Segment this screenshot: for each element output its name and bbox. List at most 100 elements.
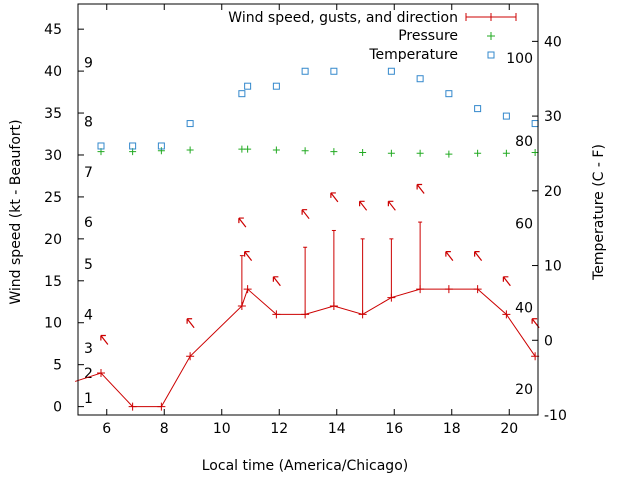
y-left-tick-label: 10: [44, 316, 62, 332]
y-right-tick-label: -10: [544, 408, 567, 424]
wind-direction-arrow: [387, 200, 396, 211]
fahrenheit-label: 20: [515, 382, 533, 398]
temperature-point: [502, 112, 510, 120]
plot-border: [77, 3, 539, 416]
legend-label-wind: Wind speed, gusts, and direction: [228, 10, 458, 26]
wind-speed-point: [157, 402, 166, 411]
pressure-point: [502, 149, 510, 157]
y-right-tick-label: 20: [544, 184, 562, 200]
wind-direction-arrow: [474, 251, 483, 262]
pressure-point: [416, 149, 424, 157]
wind-speed-point: [502, 310, 511, 319]
wind-direction-arrow: [330, 192, 339, 203]
wind-direction-arrow: [445, 251, 454, 262]
y-left-tick-label: 45: [44, 22, 62, 38]
y-right-tick-label: 0: [544, 333, 553, 349]
beaufort-label: 1: [84, 391, 93, 407]
pressure-point: [244, 145, 252, 153]
pressure-point: [387, 149, 395, 157]
pressure-point: [186, 146, 194, 154]
x-tick-label: 12: [270, 421, 288, 437]
axis-label-layer: Local time (America/Chicago) Wind speed …: [8, 119, 607, 474]
x-tick-label: 16: [385, 421, 403, 437]
pressure-point: [531, 148, 539, 156]
wind-direction-arrow: [238, 217, 247, 228]
temperature-point: [186, 120, 194, 128]
y-left-tick-label: 40: [44, 64, 62, 80]
beaufort-label: 6: [84, 215, 93, 231]
wind-direction-arrow: [416, 183, 425, 194]
pressure-point: [359, 148, 367, 156]
x-axis-label: Local time (America/Chicago): [202, 458, 408, 474]
temperature-point: [301, 67, 309, 75]
temperature-point: [157, 142, 165, 150]
wind-speed-point: [97, 369, 105, 378]
wind-direction-arrow: [244, 251, 253, 262]
data-layer: [74, 67, 540, 411]
fahrenheit-label: 80: [515, 134, 533, 150]
y-left-tick-label: 30: [44, 148, 62, 164]
beaufort-label: 3: [84, 341, 93, 357]
wind-speed-point: [243, 285, 252, 294]
beaufort-label: 2: [84, 366, 93, 382]
temperature-point: [238, 90, 246, 98]
beaufort-label: 4: [84, 307, 93, 323]
y-left-tick-label: 0: [53, 400, 62, 416]
pressure-point: [301, 147, 309, 155]
temperature-point: [474, 105, 482, 113]
pressure-point: [474, 149, 482, 157]
x-tick-label: 10: [213, 421, 231, 437]
temperature-point: [445, 90, 453, 98]
y-axis-left-label: Wind speed (kt - Beaufort): [8, 119, 24, 304]
temperature-point: [531, 120, 539, 128]
beaufort-label: 8: [84, 114, 93, 130]
y-left-tick-label: 25: [44, 190, 62, 206]
wind-speed-point: [473, 285, 482, 294]
pressure-point: [157, 147, 165, 155]
wind-direction-arrow: [100, 334, 109, 345]
legend-sample-pressure: [487, 32, 495, 40]
wind-speed-point: [128, 402, 137, 411]
x-tick-label: 18: [443, 421, 461, 437]
wind-direction-arrow: [359, 200, 368, 211]
wind-speed-point: [444, 285, 453, 294]
y-left-tick-label: 35: [44, 106, 62, 122]
y-left-tick-label: 15: [44, 274, 62, 290]
wind-speed-point: [272, 310, 281, 319]
y-left-tick-label: 20: [44, 232, 62, 248]
temperature-point: [387, 67, 395, 75]
temperature-point: [416, 75, 424, 83]
legend-label-pressure: Pressure: [398, 28, 458, 44]
fahrenheit-label: 60: [515, 217, 533, 233]
temperature-point: [97, 142, 105, 150]
x-tick-label: 14: [328, 421, 346, 437]
legend-label-temperature: Temperature: [368, 47, 458, 63]
temperature-point: [272, 82, 280, 90]
plot-frame: [77, 3, 539, 416]
y-right-tick-label: 10: [544, 259, 562, 275]
y-right-tick-label: 30: [544, 109, 562, 125]
fahrenheit-label: 100: [506, 51, 533, 67]
wind-direction-arrow: [301, 209, 310, 220]
beaufort-label: 7: [84, 165, 93, 181]
wind-speed-point: [186, 352, 195, 361]
legend-sample-wind: [465, 13, 517, 21]
temperature-point: [330, 67, 338, 75]
y-left-tick-label: 5: [53, 358, 62, 374]
temperature-point: [244, 82, 252, 90]
temperature-point: [129, 142, 137, 150]
legend: Wind speed, gusts, and direction Pressur…: [228, 10, 517, 63]
wind-direction-arrow: [186, 318, 195, 329]
pressure-point: [330, 148, 338, 156]
y-axis-right-label: Temperature (C - F): [591, 144, 607, 281]
wind-direction-arrow: [502, 276, 511, 287]
x-tick-label: 8: [160, 421, 169, 437]
x-tick-label: 20: [500, 421, 518, 437]
beaufort-label: 9: [84, 56, 93, 72]
x-tick-label: 6: [102, 421, 111, 437]
fahrenheit-label: 40: [515, 300, 533, 316]
wind-direction-arrow: [272, 276, 281, 287]
legend-sample-temperature: [487, 51, 495, 59]
beaufort-label: 5: [84, 257, 93, 273]
